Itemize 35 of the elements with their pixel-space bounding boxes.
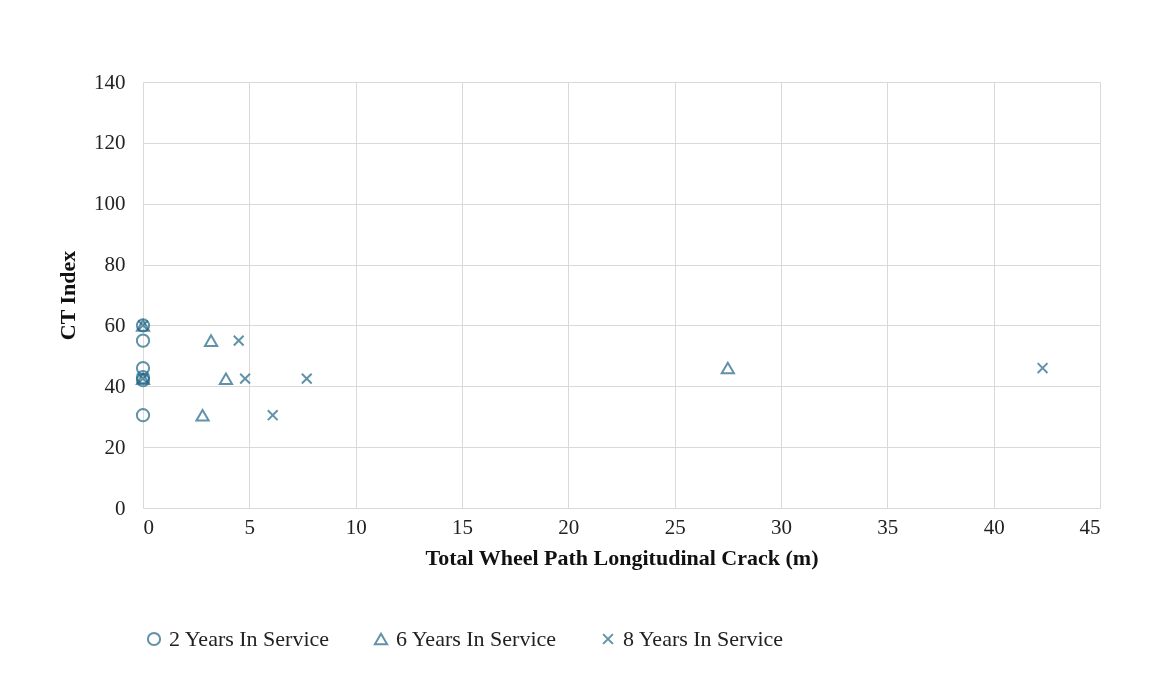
x-tick-label: 15 xyxy=(452,514,473,539)
point xyxy=(232,334,245,347)
x-tick-label: 5 xyxy=(244,514,256,539)
y-tick-label: 80 xyxy=(104,252,126,277)
point xyxy=(218,372,234,385)
x-tick-label: 20 xyxy=(558,514,580,539)
y-tick-label: 120 xyxy=(94,130,126,155)
y-axis-title: CT Index xyxy=(55,250,80,341)
y-tick-label: 100 xyxy=(94,191,126,216)
y-tick-label: 20 xyxy=(104,434,126,459)
point xyxy=(300,372,313,385)
x-tick-label: 40 xyxy=(983,514,1005,539)
point xyxy=(1036,362,1049,374)
point xyxy=(266,409,279,422)
y-tick-label: 60 xyxy=(104,312,126,337)
legend-label: 2 Years In Service xyxy=(169,626,330,651)
x-axis-title: Total Wheel Path Longitudinal Crack (m) xyxy=(425,544,819,570)
y-tick-label: 140 xyxy=(94,69,126,94)
legend-label: 8 Years In Service xyxy=(623,626,784,651)
x-tick-label: 30 xyxy=(771,514,792,539)
y-tick-label: 0 xyxy=(115,495,126,520)
point xyxy=(720,361,735,375)
x-tick-label: 35 xyxy=(877,514,899,539)
legend-label: 6 Years In Service xyxy=(396,626,557,651)
point xyxy=(135,408,151,423)
point xyxy=(195,408,210,422)
point xyxy=(203,334,219,347)
x-tick-label: 10 xyxy=(345,514,367,539)
y-tick-label: 40 xyxy=(104,373,126,398)
point xyxy=(135,360,151,376)
x-tick-label: 0 xyxy=(143,514,154,539)
x-tick-label: 45 xyxy=(1079,514,1101,539)
point xyxy=(135,333,151,348)
point xyxy=(239,372,251,385)
x-tick-label: 25 xyxy=(664,514,686,539)
